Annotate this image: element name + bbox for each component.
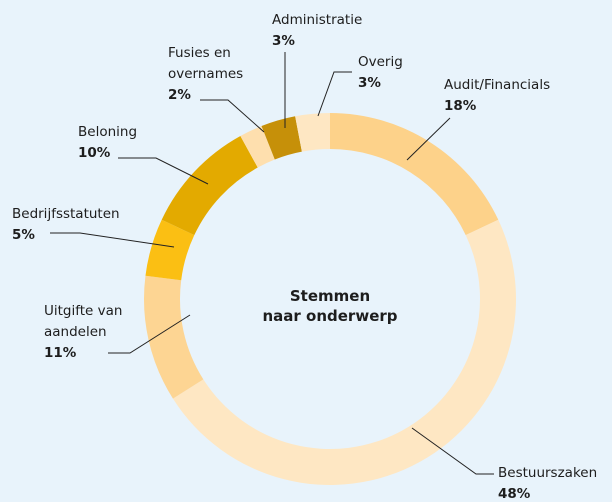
slice-label: Fusies en overnames 2% [168,43,243,106]
leader-line [118,157,209,185]
leader-line [50,232,175,248]
slice-label: Bestuurszaken 48% [498,463,597,502]
slice-value: 3% [272,33,295,49]
leader-line [200,99,265,133]
donut-segment [161,136,258,236]
slice-value: 10% [78,145,111,161]
donut-segment [295,113,330,152]
slice-name: Bedrijfsstatuten [12,206,120,222]
slice-name: Administratie [272,12,363,28]
slice-value: 18% [444,98,477,114]
leader-line [411,427,494,475]
slice-name: Bestuurszaken [498,465,598,481]
leader-line [317,71,352,117]
slice-value: 11% [44,345,77,361]
donut [143,113,517,486]
donut-segment [143,275,204,399]
slice-name: Beloning [78,124,138,140]
leader-lines [50,52,494,475]
slice-label: Audit/Financials 18% [444,75,550,117]
leader-line [108,314,191,354]
slice-label: Bedrijfsstatuten 5% [12,204,120,246]
slice-label: Uitgifte van aandelen 11% [44,301,122,364]
donut-segment [172,219,517,486]
slice-label: Beloning 10% [78,122,137,164]
donut-segment [145,219,195,281]
center-title: Stemmen naar onderwerp [262,287,398,325]
slice-label: Administratie 3% [272,10,362,52]
leader-line [406,117,451,161]
slice-label: Overig 3% [358,52,403,94]
slice-name: Uitgifte van aandelen [44,303,123,340]
slice-value: 3% [358,75,381,91]
slice-value: 2% [168,87,191,103]
donut-segment [240,126,275,168]
slice-value: 5% [12,227,35,243]
slice-name: Fusies en overnames [168,45,244,82]
slice-name: Overig [358,54,403,70]
slice-value: 48% [498,486,531,502]
donut-segment [261,116,302,160]
donut-segment [330,113,499,236]
slice-name: Audit/Financials [444,77,551,93]
